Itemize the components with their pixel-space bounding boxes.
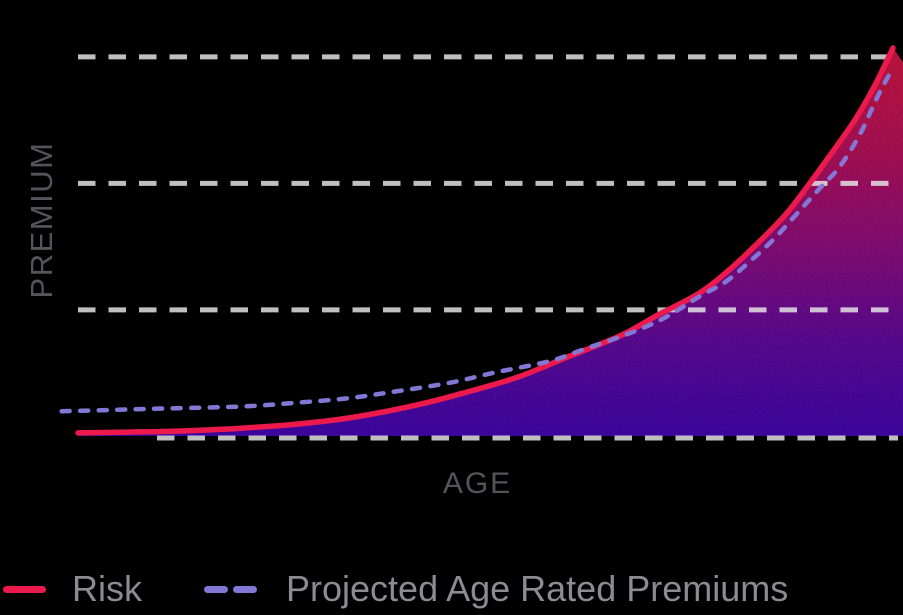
- projected-line-swatch-icon: [204, 585, 257, 593]
- risk-line-swatch-icon: [3, 585, 46, 593]
- fill-grain-texture: [78, 48, 903, 436]
- risk-line: [75, 45, 896, 436]
- legend-label-projected: Projected Age Rated Premiums: [286, 568, 789, 609]
- x-axis-label: AGE: [442, 467, 513, 500]
- legend: Risk Projected Age Rated Premiums: [0, 566, 903, 612]
- legend-label-risk: Risk: [72, 568, 142, 609]
- legend-item-risk: Risk: [3, 566, 142, 612]
- y-axis-label: PREMIUM: [24, 141, 59, 299]
- projected-line: [59, 65, 896, 414]
- legend-item-projected: Projected Age Rated Premiums: [204, 566, 788, 612]
- plot-area: [59, 45, 903, 441]
